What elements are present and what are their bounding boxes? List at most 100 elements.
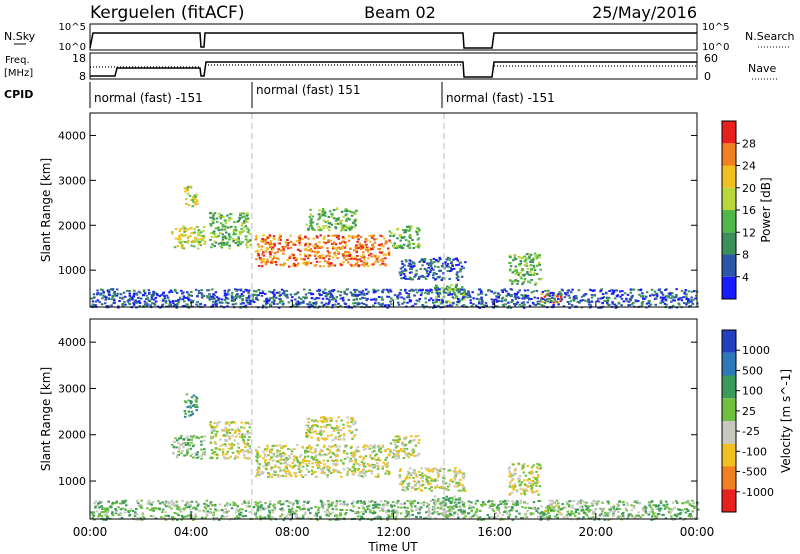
echo-cell	[311, 229, 315, 231]
echo-cell	[220, 301, 223, 304]
echo-cell	[226, 241, 229, 244]
echo-cell	[326, 500, 330, 502]
echo-cell	[389, 234, 392, 237]
nsearch-tick-bottom: 10^0	[702, 42, 729, 53]
echo-cell	[622, 501, 625, 503]
echo-cell	[385, 288, 389, 291]
echo-cell	[401, 450, 404, 453]
echo-cell	[535, 470, 538, 473]
echo-cell	[306, 447, 309, 449]
echo-cell	[209, 457, 212, 460]
echo-cell	[220, 228, 224, 231]
echo-cell	[185, 198, 188, 200]
freq-tick-top: 18	[72, 52, 86, 65]
echo-cell	[309, 262, 313, 265]
echo-cell	[220, 246, 224, 249]
echo-cell	[364, 249, 368, 251]
echo-cell	[458, 497, 462, 500]
echo-cell	[674, 500, 678, 502]
echo-cell	[422, 501, 426, 504]
echo-cell	[618, 515, 622, 518]
echo-cell	[409, 267, 412, 270]
echo-cell	[381, 257, 385, 260]
echo-cell	[652, 294, 656, 297]
echo-cell	[350, 445, 353, 448]
echo-cell	[546, 293, 549, 296]
echo-cell	[236, 427, 240, 430]
echo-cell	[372, 289, 376, 292]
echo-cell	[275, 455, 278, 458]
echo-cell	[352, 302, 355, 305]
echo-cell	[183, 229, 186, 232]
echo-cell	[641, 302, 644, 305]
echo-cell	[346, 456, 349, 459]
echo-cell	[284, 245, 287, 248]
echo-cell	[448, 508, 452, 511]
echo-cell	[309, 512, 312, 515]
echo-cell	[327, 215, 331, 218]
echo-cell	[211, 452, 215, 455]
echo-cell	[158, 295, 162, 298]
echo-cell	[388, 516, 391, 518]
echo-cell	[344, 251, 347, 253]
echo-cell	[307, 460, 311, 463]
echo-cell	[366, 246, 369, 249]
echo-cell	[418, 298, 421, 300]
echo-cell	[333, 217, 336, 220]
echo-cell	[375, 516, 378, 519]
echo-cell	[347, 298, 351, 301]
echo-cell	[452, 514, 455, 517]
echo-cell	[354, 433, 357, 436]
echo-cell	[314, 243, 317, 246]
echo-cell	[260, 245, 264, 248]
echo-cell	[327, 265, 331, 268]
echo-cell	[672, 296, 676, 299]
echo-cell	[354, 224, 357, 227]
echo-cell	[142, 293, 145, 296]
echo-cell	[562, 305, 566, 308]
echo-cell	[448, 301, 452, 304]
echo-cell	[610, 289, 613, 292]
echo-cell	[336, 222, 340, 225]
echo-cell	[659, 296, 663, 299]
echo-cell	[360, 502, 363, 505]
echo-cell	[316, 289, 319, 292]
echo-cell	[403, 231, 406, 234]
echo-cell	[539, 300, 542, 303]
echo-cell	[348, 468, 352, 471]
echo-cell	[299, 462, 302, 465]
echo-cell	[566, 301, 570, 303]
echo-cell	[195, 404, 198, 407]
echo-cell	[214, 303, 217, 306]
echo-cell	[483, 304, 486, 307]
cpid-segment-3: normal (fast) -151	[446, 91, 555, 105]
echo-cell	[353, 293, 356, 296]
echo-cell	[537, 515, 540, 518]
echo-cell	[394, 247, 397, 249]
echo-cell	[260, 261, 263, 264]
colorbar-cell	[722, 276, 736, 300]
echo-cell	[472, 506, 475, 509]
echo-cell	[323, 453, 327, 456]
echo-cell	[323, 211, 327, 214]
echo-cell	[319, 265, 322, 268]
echo-cell	[331, 256, 335, 259]
echo-cell	[148, 292, 151, 295]
echo-cell	[328, 445, 331, 448]
echo-cell	[278, 444, 282, 447]
echo-cell	[273, 503, 276, 506]
echo-cell	[190, 244, 193, 247]
echo-cell	[284, 465, 287, 468]
echo-cell	[211, 219, 214, 222]
echo-cell	[224, 294, 227, 296]
echo-cell	[251, 295, 254, 298]
echo-cell	[377, 465, 380, 468]
echo-cell	[352, 463, 356, 466]
echo-cell	[194, 513, 197, 516]
echo-cell	[436, 500, 440, 503]
echo-cell	[202, 451, 205, 454]
echo-cell	[123, 300, 126, 303]
echo-cell	[419, 474, 422, 476]
echo-cell	[101, 297, 104, 300]
